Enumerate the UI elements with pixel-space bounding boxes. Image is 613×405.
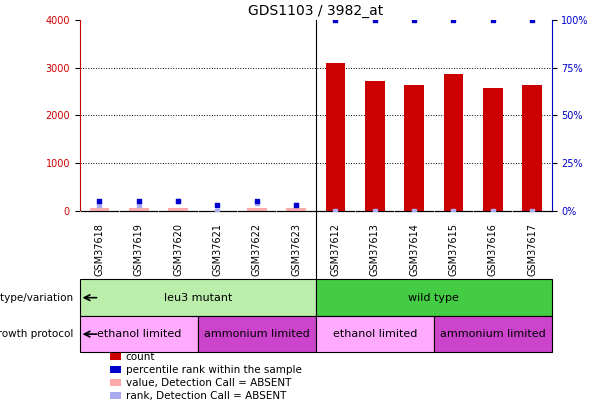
Text: percentile rank within the sample: percentile rank within the sample bbox=[126, 365, 302, 375]
Point bbox=[134, 202, 143, 208]
Point bbox=[291, 202, 301, 208]
Bar bbox=[168, 208, 188, 211]
Text: value, Detection Call = ABSENT: value, Detection Call = ABSENT bbox=[126, 378, 291, 388]
Point bbox=[409, 207, 419, 214]
Text: GSM37620: GSM37620 bbox=[173, 223, 183, 276]
Text: genotype/variation: genotype/variation bbox=[0, 293, 74, 303]
Bar bbox=[483, 88, 503, 211]
Point bbox=[252, 200, 262, 206]
Point bbox=[330, 207, 340, 214]
Text: GSM37612: GSM37612 bbox=[330, 223, 340, 276]
Point bbox=[291, 202, 301, 208]
Point bbox=[449, 207, 459, 214]
Point bbox=[370, 17, 379, 23]
Text: GSM37619: GSM37619 bbox=[134, 223, 143, 276]
Point bbox=[252, 198, 262, 204]
Bar bbox=[168, 208, 188, 211]
Text: ammonium limited: ammonium limited bbox=[440, 329, 546, 339]
Title: GDS1103 / 3982_at: GDS1103 / 3982_at bbox=[248, 4, 383, 18]
Bar bbox=[247, 209, 267, 211]
Text: leu3 mutant: leu3 mutant bbox=[164, 293, 232, 303]
Bar bbox=[89, 208, 109, 211]
Bar bbox=[404, 85, 424, 211]
Point bbox=[488, 17, 498, 23]
Bar bbox=[316, 279, 552, 316]
Point bbox=[94, 202, 104, 208]
Bar bbox=[434, 316, 552, 352]
Point bbox=[94, 198, 104, 204]
Point bbox=[213, 202, 223, 208]
Text: GSM37617: GSM37617 bbox=[527, 223, 537, 276]
Point bbox=[370, 207, 379, 214]
Point bbox=[173, 198, 183, 204]
Text: ethanol limited: ethanol limited bbox=[332, 329, 417, 339]
Text: GSM37618: GSM37618 bbox=[94, 223, 104, 276]
Text: rank, Detection Call = ABSENT: rank, Detection Call = ABSENT bbox=[126, 391, 286, 401]
Text: wild type: wild type bbox=[408, 293, 459, 303]
Point bbox=[527, 17, 537, 23]
Bar bbox=[80, 279, 316, 316]
Text: growth protocol: growth protocol bbox=[0, 329, 74, 339]
Text: GSM37622: GSM37622 bbox=[252, 223, 262, 276]
Bar bbox=[522, 85, 542, 211]
Text: ethanol limited: ethanol limited bbox=[96, 329, 181, 339]
Point bbox=[409, 17, 419, 23]
Point bbox=[527, 207, 537, 214]
Text: GSM37616: GSM37616 bbox=[488, 223, 498, 276]
Text: GSM37615: GSM37615 bbox=[448, 223, 459, 276]
Point bbox=[488, 207, 498, 214]
Text: GSM37613: GSM37613 bbox=[370, 223, 379, 276]
Bar bbox=[444, 74, 463, 211]
Point bbox=[134, 198, 143, 204]
Point bbox=[330, 17, 340, 23]
Point bbox=[449, 17, 459, 23]
Point bbox=[213, 207, 223, 214]
Text: count: count bbox=[126, 352, 155, 362]
Text: GSM37623: GSM37623 bbox=[291, 223, 301, 276]
Bar bbox=[129, 208, 148, 211]
Text: GSM37614: GSM37614 bbox=[409, 223, 419, 276]
Bar bbox=[247, 208, 267, 211]
Bar bbox=[316, 316, 434, 352]
Text: GSM37621: GSM37621 bbox=[212, 223, 223, 276]
Bar bbox=[365, 81, 384, 211]
Bar bbox=[286, 208, 306, 211]
Text: ammonium limited: ammonium limited bbox=[204, 329, 310, 339]
Bar bbox=[197, 316, 316, 352]
Bar bbox=[80, 316, 197, 352]
Point bbox=[173, 198, 183, 204]
Bar bbox=[326, 63, 345, 211]
